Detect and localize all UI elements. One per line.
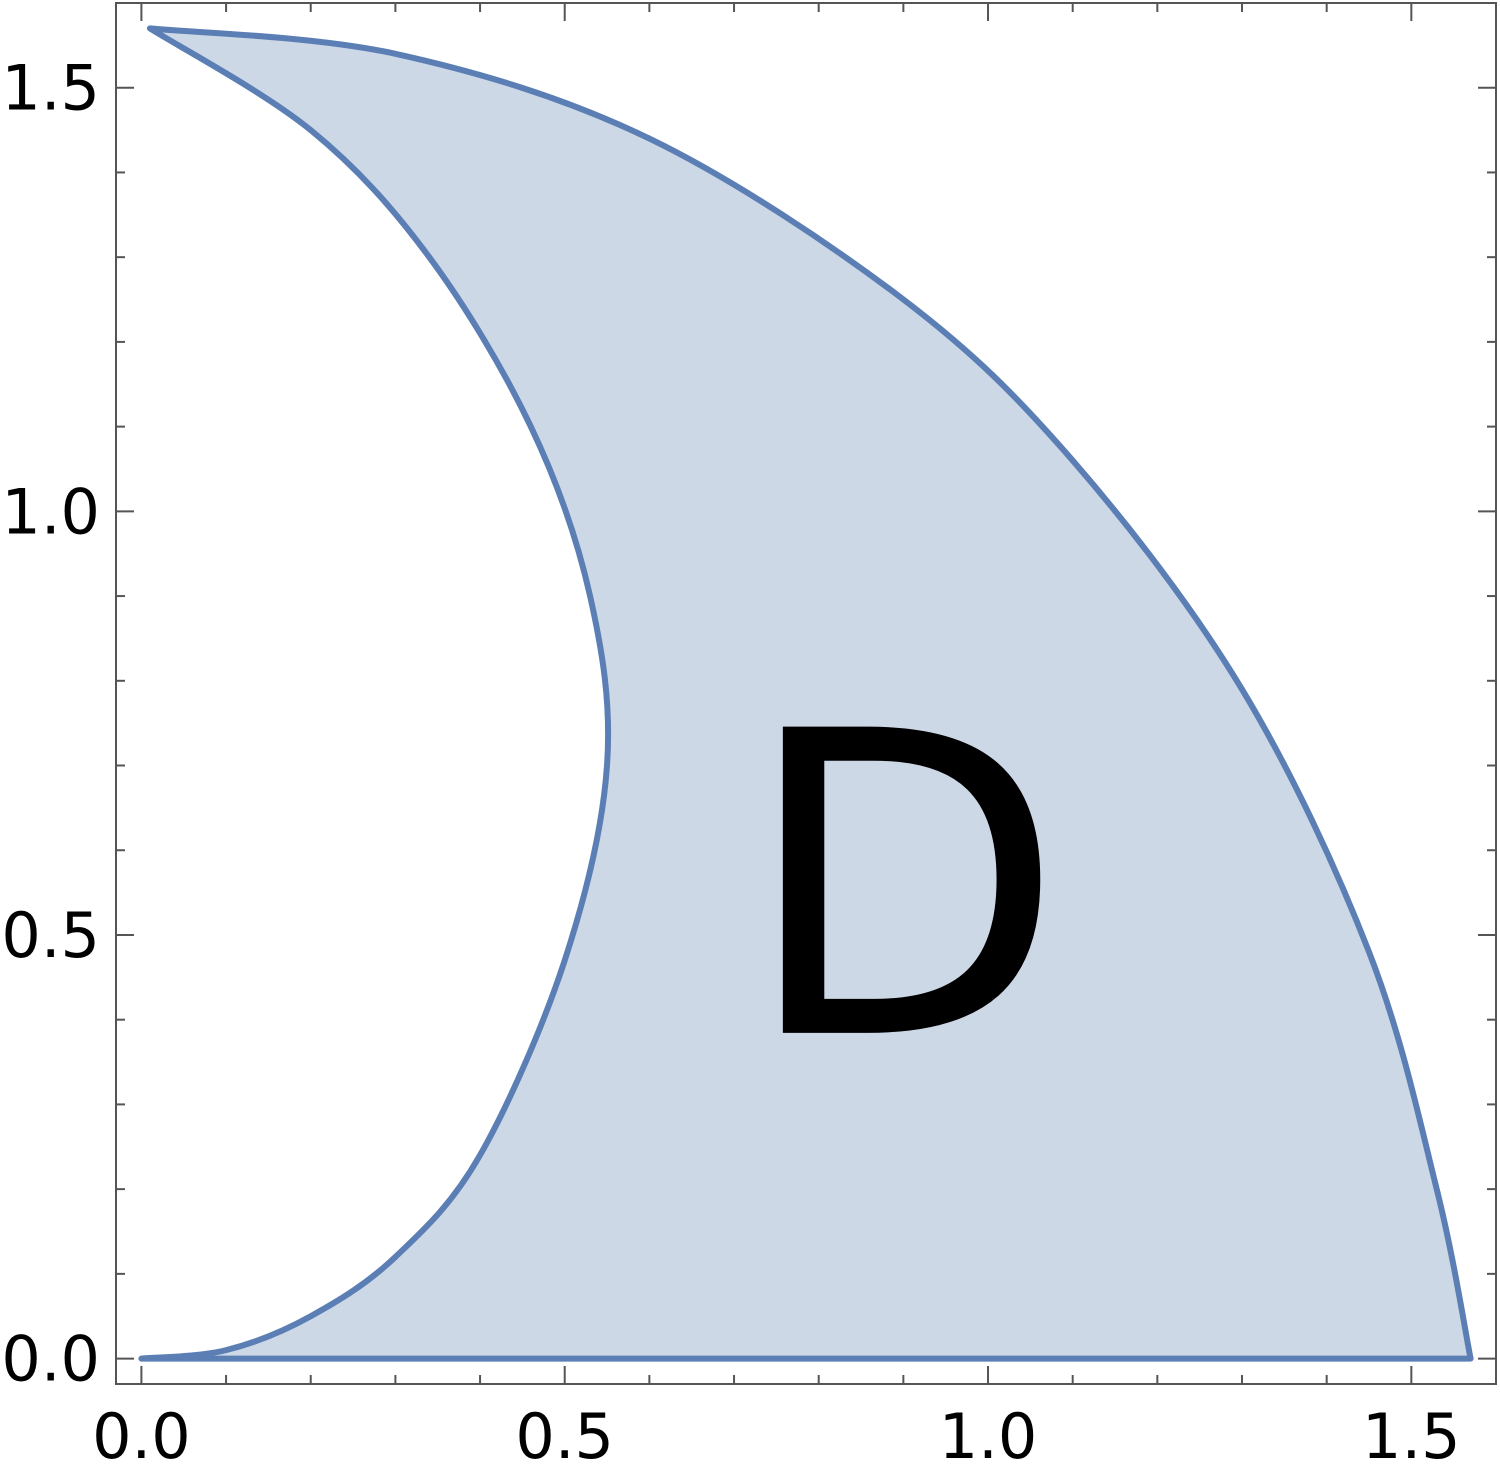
plot-area (138, 25, 1474, 1362)
x-tick-label: 1.5 (1362, 1400, 1461, 1473)
x-tick-label: 0.0 (92, 1400, 191, 1473)
y-tick-label: 0.0 (1, 1323, 100, 1396)
x-tick-label: 1.0 (939, 1400, 1038, 1473)
y-tick-label: 0.5 (1, 899, 100, 972)
x-axis-tick-labels: 0.0 0.5 1.0 1.5 (92, 1400, 1461, 1473)
plot-frame (115, 2, 1497, 1385)
axis-ticks (116, 2, 1497, 1384)
region-d-outline (138, 25, 1474, 1362)
x-tick-label: 0.5 (515, 1400, 614, 1473)
y-axis-tick-labels: 0.0 0.5 1.0 1.5 (1, 52, 100, 1396)
y-tick-label: 1.0 (1, 475, 100, 548)
y-tick-label: 1.5 (1, 52, 100, 125)
region-label: D (742, 644, 1065, 1133)
region-d (141, 28, 1471, 1359)
